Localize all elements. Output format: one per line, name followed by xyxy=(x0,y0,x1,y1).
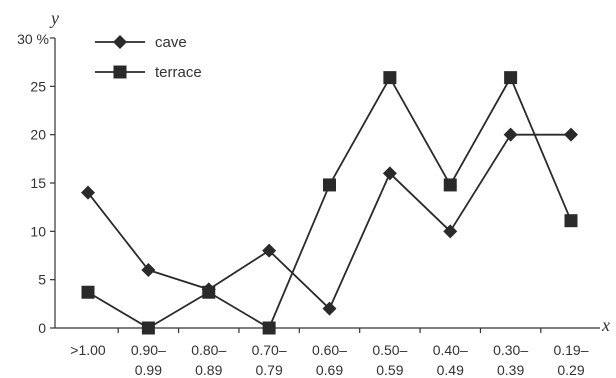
legend-marker-cave xyxy=(113,35,127,49)
legend-marker-terrace xyxy=(113,65,127,79)
marker-terrace xyxy=(383,71,397,85)
marker-cave xyxy=(443,224,458,239)
marker-cave xyxy=(141,263,156,277)
y-tick-label: 20 xyxy=(30,127,46,143)
x-tick-label: 0.70– xyxy=(252,342,287,358)
x-tick-label: 0.40– xyxy=(433,342,468,358)
x-tick-label: 0.89 xyxy=(195,362,222,378)
marker-terrace xyxy=(262,321,276,335)
marker-terrace xyxy=(564,214,578,228)
marker-terrace xyxy=(504,71,518,85)
legend-label-terrace: terrace xyxy=(155,64,202,81)
marker-cave xyxy=(503,127,518,142)
x-tick-label: 0.90– xyxy=(131,342,166,358)
y-tick-label: 15 xyxy=(30,175,46,191)
marker-terrace xyxy=(141,321,155,335)
x-tick-label: 0.30– xyxy=(493,342,528,358)
marker-cave xyxy=(322,301,337,316)
y-tick-label: 0 xyxy=(38,320,46,336)
marker-cave xyxy=(382,166,397,181)
x-tick-label: 0.69 xyxy=(316,362,343,378)
x-tick-label: 0.29 xyxy=(557,362,584,378)
marker-cave xyxy=(262,243,277,258)
y-tick-label: 5 xyxy=(38,272,46,288)
legend-label-cave: cave xyxy=(155,34,187,51)
x-axis-label: x xyxy=(601,315,610,335)
y-tick-label: 25 xyxy=(30,78,46,94)
marker-cave xyxy=(564,127,578,142)
x-tick-label: 0.80– xyxy=(191,342,226,358)
marker-cave xyxy=(81,185,95,200)
marker-terrace xyxy=(202,285,216,299)
y-ticks: 0 5 10 15 20 25 xyxy=(30,78,55,336)
series-line-cave xyxy=(87,133,571,310)
marker-terrace xyxy=(443,178,457,192)
x-tick-label: 0.60– xyxy=(312,342,347,358)
series-layer xyxy=(81,71,578,335)
x-tick-label: 0.59 xyxy=(376,362,403,378)
y-tick-label: 10 xyxy=(30,223,46,239)
x-tick-label: 0.39 xyxy=(497,362,524,378)
marker-terrace xyxy=(81,285,95,299)
y-top-label: 30 % xyxy=(17,31,49,47)
marker-terrace xyxy=(323,178,336,192)
x-tick-label: 0.99 xyxy=(135,362,162,378)
x-ticks: >1.00 0.90– 0.99 0.80– 0.89 0.70– 0.79 0.60– 0.6… xyxy=(70,328,589,378)
x-tick-label: 0.50– xyxy=(372,342,407,358)
x-tick-label: 0.79 xyxy=(256,362,283,378)
x-tick-label: >1.00 xyxy=(70,342,106,358)
y-axis-label: y xyxy=(49,8,59,28)
series-line-terrace xyxy=(87,76,572,329)
legend: cave terrace xyxy=(95,34,202,81)
x-tick-label: 0.49 xyxy=(437,362,464,378)
x-tick-label: 0.19– xyxy=(553,342,588,358)
